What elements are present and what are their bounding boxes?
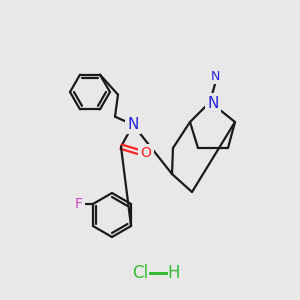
Text: N: N xyxy=(207,95,219,110)
Text: F: F xyxy=(75,197,83,211)
Text: N: N xyxy=(210,70,220,83)
Text: H: H xyxy=(168,264,180,282)
Text: N: N xyxy=(127,117,139,132)
Text: Cl: Cl xyxy=(132,264,148,282)
Text: O: O xyxy=(141,146,152,160)
